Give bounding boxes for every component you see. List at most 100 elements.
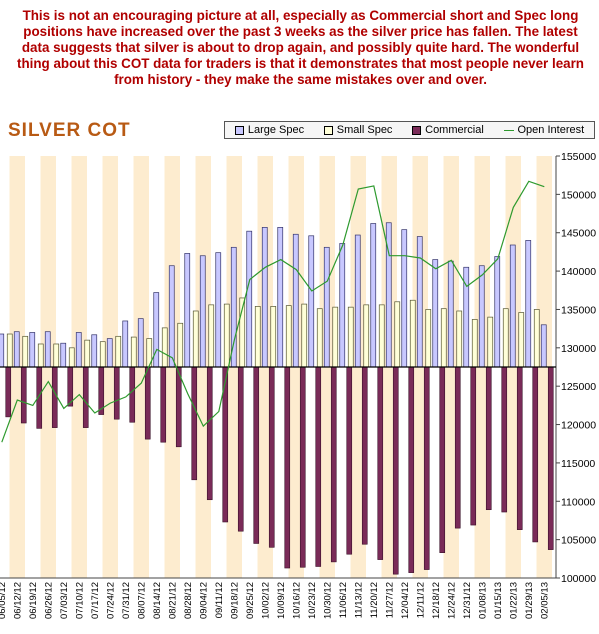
commercial-bar xyxy=(268,366,275,548)
y-tick-label: 105000 xyxy=(561,535,596,547)
small-spec-bar xyxy=(161,327,168,368)
large-spec-bar xyxy=(44,331,51,368)
y-tick-label: 140000 xyxy=(561,266,596,278)
small-spec-bar xyxy=(192,310,199,368)
commercial-bar xyxy=(237,366,244,532)
y-tick-label: 115000 xyxy=(561,458,595,470)
commercial-bar xyxy=(206,366,213,501)
legend-label-commercial: Commercial xyxy=(425,124,484,136)
commercial-bar xyxy=(439,366,446,553)
cot-chart: 155000 150000 145000 140000 135000 130000 1250… xyxy=(0,151,596,619)
commercial-bar xyxy=(532,366,539,543)
large-spec-bar xyxy=(0,333,5,368)
commercial-bar xyxy=(315,366,322,567)
commercial-bar xyxy=(191,366,198,481)
large-spec-bar xyxy=(184,253,191,368)
commercial-bar xyxy=(377,366,384,560)
small-spec-bar xyxy=(394,301,401,368)
commercial-bar xyxy=(485,366,492,511)
small-spec-swatch-icon xyxy=(323,125,333,135)
x-tick-label: 11/13/12 xyxy=(353,582,364,618)
large-spec-bar xyxy=(432,259,439,368)
small-spec-bar xyxy=(518,312,525,368)
small-spec-bar xyxy=(332,306,339,368)
small-spec-bar xyxy=(53,343,60,368)
large-spec-swatch-icon xyxy=(234,125,244,135)
commercial-bar xyxy=(423,366,430,570)
x-tick-label: 08/28/12 xyxy=(183,582,194,619)
large-spec-bar xyxy=(168,265,175,368)
x-tick-label: 09/11/12 xyxy=(214,582,225,618)
large-spec-bar xyxy=(494,256,501,368)
small-spec-bar xyxy=(84,339,91,368)
y-tick-label: 145000 xyxy=(561,228,596,240)
small-spec-bar xyxy=(347,306,354,368)
small-spec-bar xyxy=(487,316,494,368)
chart-title: SILVER COT xyxy=(8,120,131,141)
large-spec-bar xyxy=(416,236,423,368)
x-tick-label: 09/18/12 xyxy=(229,582,240,619)
x-tick-label: 11/06/12 xyxy=(338,582,349,618)
small-spec-bar xyxy=(363,304,370,368)
commercial-bar xyxy=(51,366,58,428)
commercial-bar xyxy=(346,366,353,555)
y-tick-label: 155000 xyxy=(561,151,596,163)
commercial-bar xyxy=(361,366,368,545)
small-spec-bar xyxy=(115,335,122,368)
small-spec-bar xyxy=(440,308,447,368)
x-tick-label: 07/10/12 xyxy=(74,582,85,619)
x-tick-label: 12/04/12 xyxy=(400,582,411,619)
x-tick-label: 10/16/12 xyxy=(291,582,302,619)
legend-label-open-interest: Open Interest xyxy=(517,124,585,136)
legend-label-small-spec: Small Spec xyxy=(336,124,393,136)
small-spec-bar xyxy=(177,322,184,368)
large-spec-bar xyxy=(91,334,98,368)
large-spec-bar xyxy=(401,229,408,368)
small-spec-bar xyxy=(6,333,13,368)
commercial-bar xyxy=(454,366,461,529)
x-tick-label: 01/15/13 xyxy=(493,582,504,619)
small-spec-bar xyxy=(68,347,75,368)
large-spec-bar xyxy=(29,332,36,368)
x-tick-label: 10/30/12 xyxy=(322,582,333,619)
x-tick-label: 12/11/12 xyxy=(415,582,426,618)
y-tick-label: 110000 xyxy=(561,496,595,508)
x-tick-label: 01/29/13 xyxy=(524,582,535,619)
x-tick-label: 11/20/12 xyxy=(369,582,380,618)
x-tick-label: 10/09/12 xyxy=(276,582,287,619)
commercial-bar xyxy=(299,366,306,568)
large-spec-bar xyxy=(246,230,253,368)
x-tick-label: 12/24/12 xyxy=(446,582,457,619)
commercial-bar xyxy=(20,366,27,424)
large-spec-bar xyxy=(60,342,67,368)
commercial-bar xyxy=(547,366,554,550)
small-spec-bar xyxy=(409,299,416,368)
x-tick-label: 07/24/12 xyxy=(105,582,116,619)
x-tick-label: 06/05/12 xyxy=(0,582,8,619)
commercial-bar xyxy=(129,366,136,423)
small-spec-bar xyxy=(425,309,432,368)
large-spec-bar xyxy=(106,338,113,368)
small-spec-bar xyxy=(533,309,540,368)
large-spec-bar xyxy=(370,223,377,368)
small-spec-bar xyxy=(285,305,292,368)
x-tick-label: 08/21/12 xyxy=(167,582,178,619)
y-tick-label: 130000 xyxy=(561,343,596,355)
commercial-bar xyxy=(253,366,260,544)
x-tick-label: 09/04/12 xyxy=(198,582,209,619)
commercial-bar xyxy=(501,366,508,513)
open-interest-line xyxy=(1,180,545,443)
large-spec-bar xyxy=(478,265,485,368)
small-spec-bar xyxy=(378,304,385,368)
legend-label-large-spec: Large Spec xyxy=(247,124,305,136)
x-tick-label: 07/31/12 xyxy=(121,582,132,619)
x-tick-label: 09/25/12 xyxy=(245,582,256,619)
large-spec-bar xyxy=(261,227,268,368)
commercial-bar xyxy=(5,366,12,418)
open-interest-line-icon xyxy=(503,129,514,131)
large-spec-bar xyxy=(13,331,20,368)
commercial-bar xyxy=(408,366,415,573)
x-tick-label: 11/27/12 xyxy=(384,582,395,618)
y-tick-label: 120000 xyxy=(561,420,596,432)
small-spec-bar xyxy=(208,304,215,368)
